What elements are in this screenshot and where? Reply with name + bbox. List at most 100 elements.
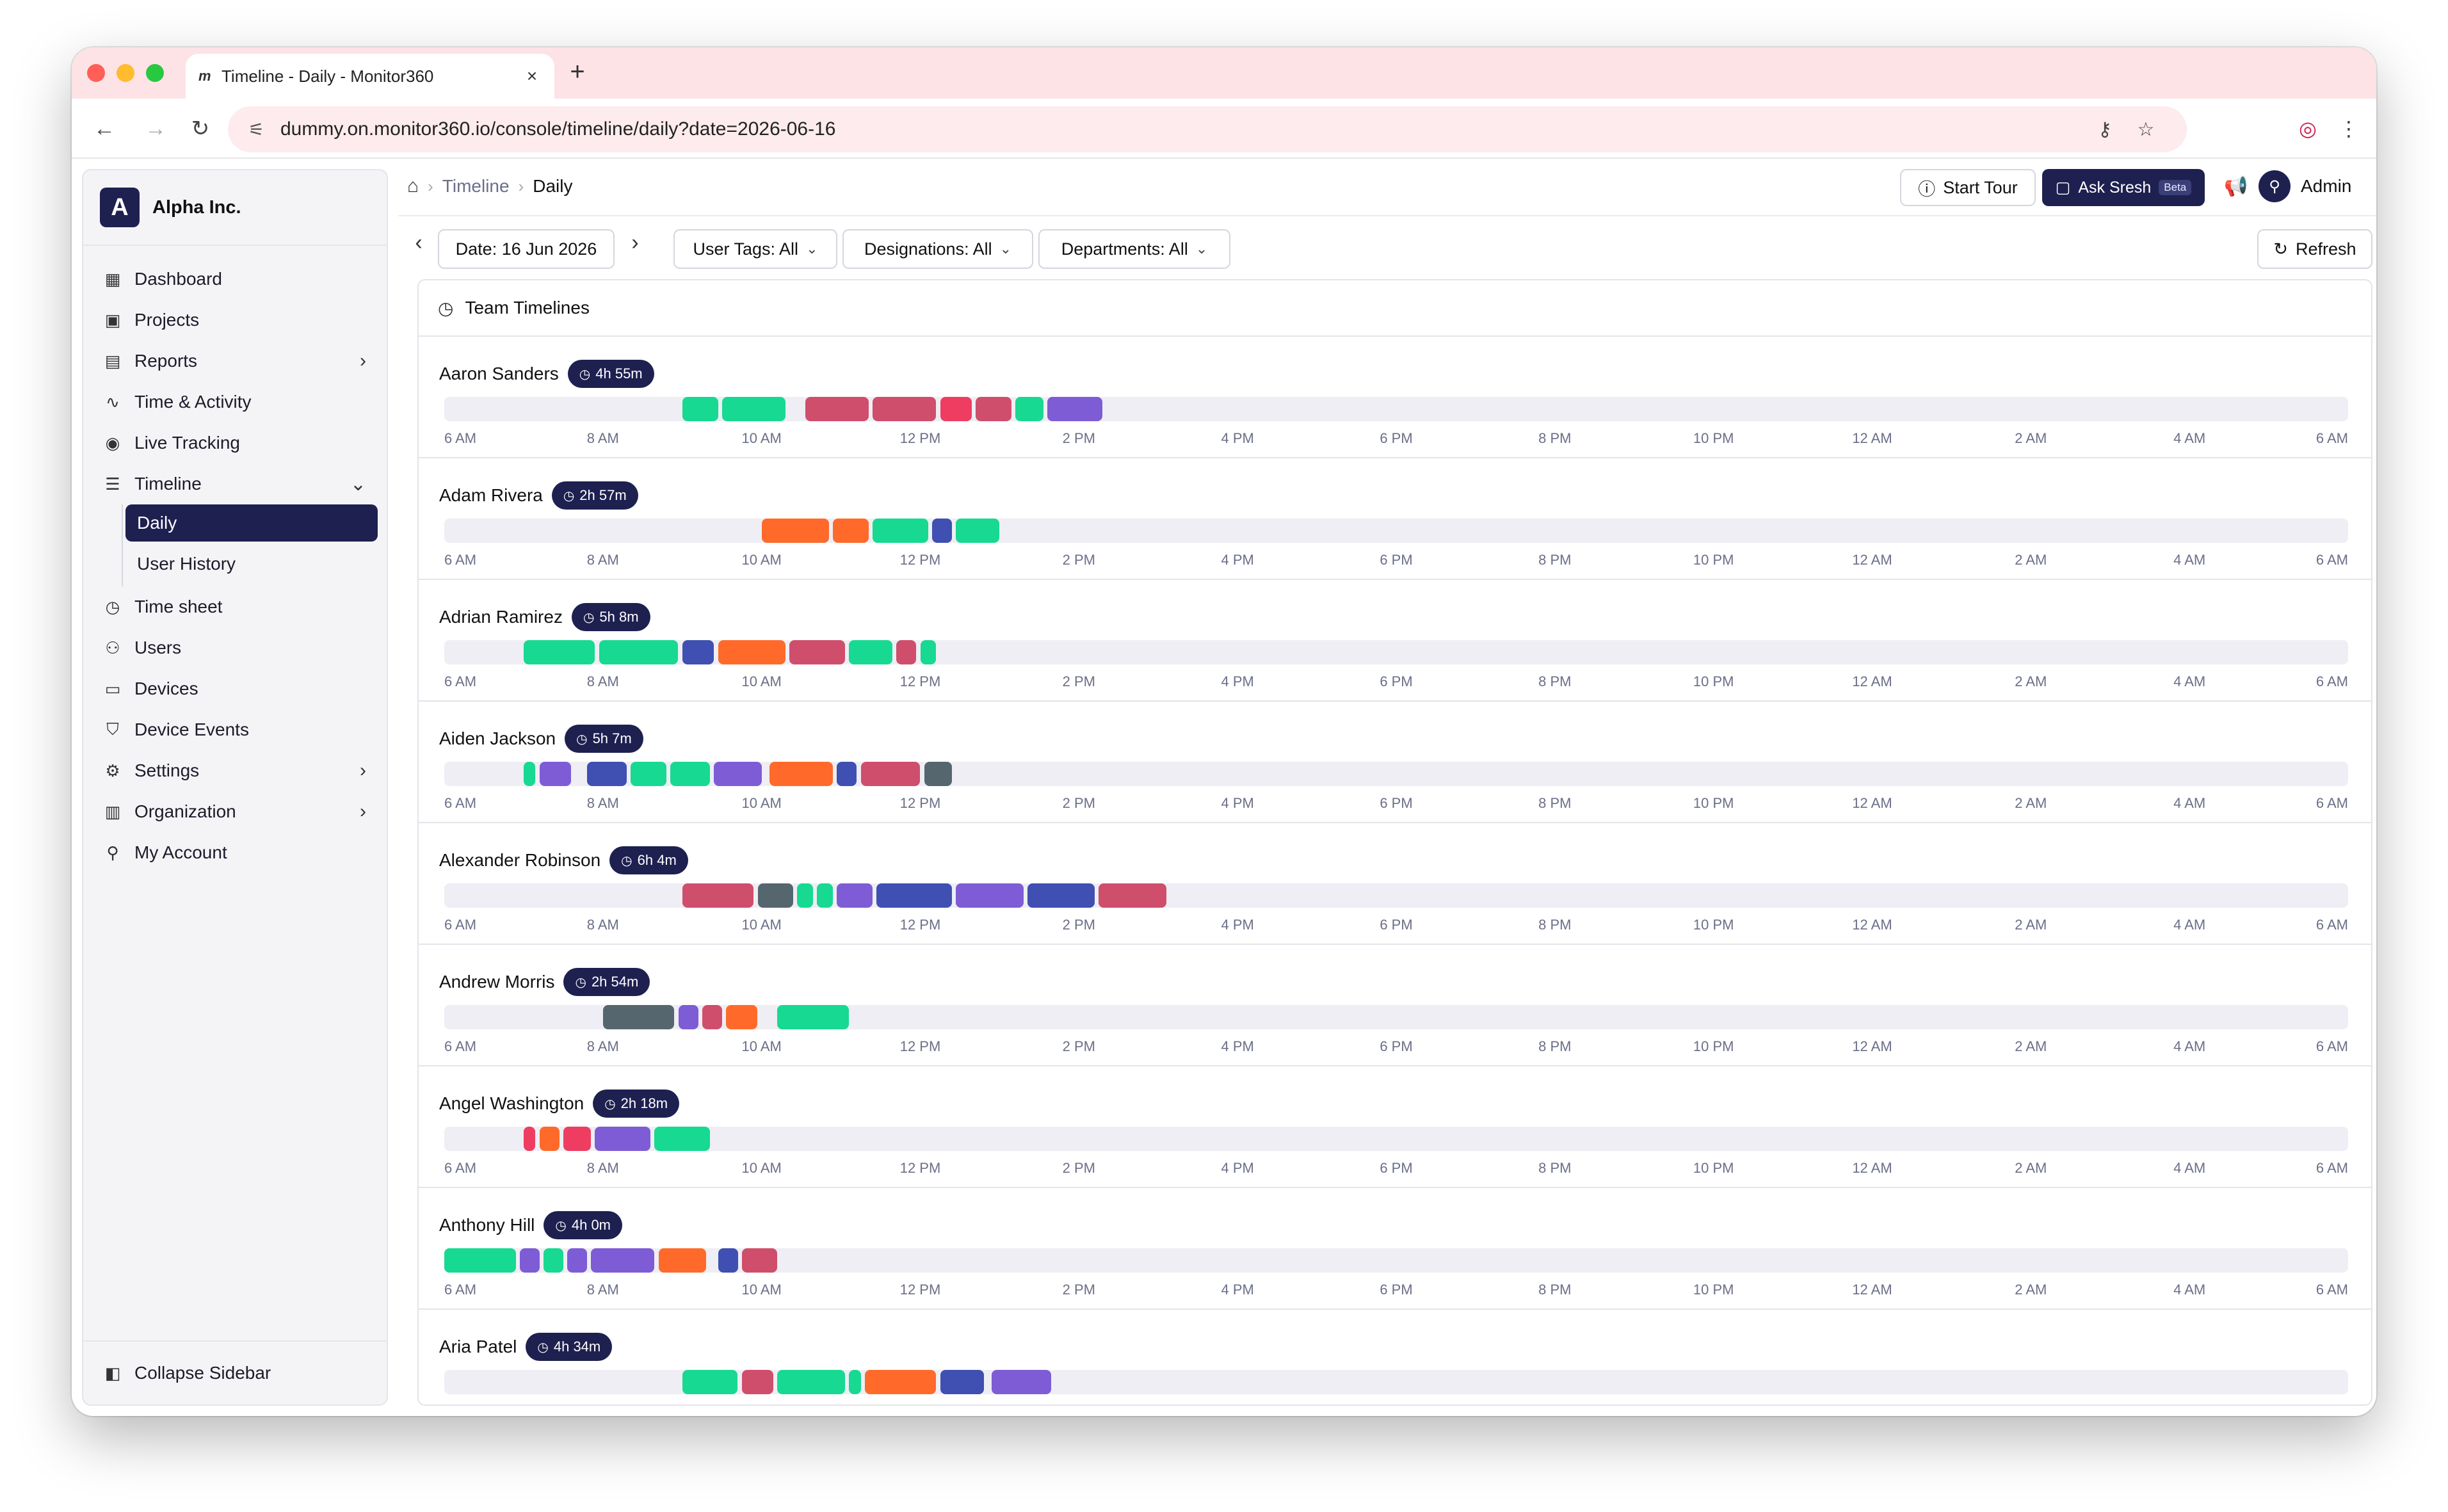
activity-segment[interactable] <box>523 640 595 664</box>
activity-segment[interactable] <box>940 397 972 421</box>
user-name-label[interactable]: Anthony Hill ◷ 4h 0m <box>439 1211 623 1239</box>
activity-segment[interactable] <box>833 519 869 543</box>
activity-segment[interactable] <box>523 762 536 786</box>
user-name-label[interactable]: Aria Patel ◷ 4h 34m <box>439 1333 613 1361</box>
activity-segment[interactable] <box>1027 883 1095 908</box>
refresh-button[interactable]: ↻ Refresh <box>2257 229 2372 269</box>
activity-segment[interactable] <box>873 397 937 421</box>
sidebar-item-organization[interactable]: ▥ Organization › <box>92 791 378 832</box>
collapse-sidebar-button[interactable]: ◧ Collapse Sidebar <box>83 1340 387 1404</box>
activity-segment[interactable] <box>741 1370 774 1394</box>
activity-segment[interactable] <box>896 640 917 664</box>
activity-segment[interactable] <box>539 762 572 786</box>
activity-segment[interactable] <box>563 1127 592 1151</box>
activity-segment[interactable] <box>920 640 937 664</box>
maximize-window-button[interactable] <box>146 64 164 82</box>
activity-segment[interactable] <box>523 1127 536 1151</box>
activity-segment[interactable] <box>761 519 829 543</box>
activity-segment[interactable] <box>631 762 666 786</box>
date-picker-button[interactable]: Date: 16 Jun 2026 <box>438 229 615 269</box>
activity-segment[interactable] <box>777 1370 845 1394</box>
sidebar-item-projects[interactable]: ▣ Projects <box>92 300 378 341</box>
activity-segment[interactable] <box>876 883 952 908</box>
activity-segment[interactable] <box>924 762 953 786</box>
previous-date-icon[interactable]: ‹ <box>415 230 423 255</box>
activity-segment[interactable] <box>599 640 679 664</box>
user-name-label[interactable]: Andrew Morris ◷ 2h 54m <box>439 968 650 996</box>
user-name-label[interactable]: Angel Washington ◷ 2h 18m <box>439 1090 680 1118</box>
activity-segment[interactable] <box>714 762 762 786</box>
sidebar-item-devices[interactable]: ▭ Devices <box>92 668 378 709</box>
activity-segment[interactable] <box>718 1248 738 1273</box>
user-menu[interactable]: ⚲ Admin <box>2259 170 2351 202</box>
browser-menu-icon[interactable]: ⋮ <box>2339 117 2359 140</box>
sidebar-item-device-events[interactable]: ⛉ Device Events <box>92 709 378 750</box>
activity-segment[interactable] <box>992 1370 1051 1394</box>
activity-segment[interactable] <box>817 883 833 908</box>
activity-segment[interactable] <box>976 397 1011 421</box>
activity-segment[interactable] <box>725 1005 758 1029</box>
ask-sresh-button[interactable]: ▢ Ask Sresh Beta <box>2042 169 2205 206</box>
user-name-label[interactable]: Alexander Robinson ◷ 6h 4m <box>439 846 688 874</box>
user-name-label[interactable]: Adrian Ramirez ◷ 5h 8m <box>439 603 650 631</box>
activity-segment[interactable] <box>1047 397 1103 421</box>
user-name-label[interactable]: Adam Rivera ◷ 2h 57m <box>439 481 638 510</box>
activity-segment[interactable] <box>956 883 1024 908</box>
sidebar-item-user-history[interactable]: User History <box>125 545 378 583</box>
forward-icon[interactable]: → <box>145 117 166 141</box>
activity-segment[interactable] <box>682 1370 738 1394</box>
activity-segment[interactable] <box>1015 397 1043 421</box>
close-window-button[interactable] <box>87 64 105 82</box>
activity-segment[interactable] <box>658 1248 706 1273</box>
activity-segment[interactable] <box>932 519 953 543</box>
activity-segment[interactable] <box>849 640 893 664</box>
sidebar-item-my-account[interactable]: ⚲ My Account <box>92 832 378 873</box>
activity-segment[interactable] <box>864 1370 937 1394</box>
activity-segment[interactable] <box>1099 883 1166 908</box>
back-icon[interactable]: ← <box>93 117 115 141</box>
org-switcher[interactable]: A Alpha Inc. <box>83 170 387 246</box>
user-name-label[interactable]: Aiden Jackson ◷ 5h 7m <box>439 725 643 753</box>
sidebar-item-timeline[interactable]: ☰ Timeline ⌄ <box>92 463 378 504</box>
user-tags-select[interactable]: User Tags: All ⌄ <box>673 229 837 269</box>
designations-select[interactable]: Designations: All ⌄ <box>842 229 1033 269</box>
breadcrumb-timeline[interactable]: Timeline <box>442 176 510 196</box>
activity-segment[interactable] <box>956 519 1000 543</box>
sidebar-item-live-tracking[interactable]: ◉ Live Tracking <box>92 422 378 463</box>
activity-segment[interactable] <box>757 883 794 908</box>
activity-segment[interactable] <box>805 397 869 421</box>
reload-icon[interactable]: ↻ <box>191 117 210 141</box>
minimize-window-button[interactable] <box>117 64 134 82</box>
profile-icon[interactable]: ◎ <box>2299 117 2317 140</box>
activity-segment[interactable] <box>702 1005 722 1029</box>
activity-segment[interactable] <box>654 1127 711 1151</box>
browser-tab[interactable]: m Timeline - Daily - Monitor360 × <box>186 54 554 99</box>
home-icon[interactable]: ⌂ <box>407 175 419 197</box>
password-key-icon[interactable]: ⚷ <box>2098 118 2112 140</box>
sidebar-item-time-sheet[interactable]: ◷ Time sheet <box>92 586 378 627</box>
departments-select[interactable]: Departments: All ⌄ <box>1038 229 1230 269</box>
sidebar-item-reports[interactable]: ▤ Reports › <box>92 341 378 382</box>
activity-segment[interactable] <box>769 762 833 786</box>
activity-segment[interactable] <box>587 762 627 786</box>
activity-segment[interactable] <box>718 640 785 664</box>
activity-segment[interactable] <box>797 883 814 908</box>
activity-segment[interactable] <box>789 640 845 664</box>
activity-segment[interactable] <box>837 762 857 786</box>
activity-segment[interactable] <box>777 1005 849 1029</box>
activity-segment[interactable] <box>721 397 785 421</box>
sidebar-item-users[interactable]: ⚇ Users <box>92 627 378 668</box>
activity-segment[interactable] <box>678 1005 698 1029</box>
sidebar-item-time-activity[interactable]: ∿ Time & Activity <box>92 382 378 422</box>
new-tab-icon[interactable]: + <box>570 58 585 86</box>
activity-segment[interactable] <box>682 640 714 664</box>
activity-segment[interactable] <box>873 519 928 543</box>
activity-segment[interactable] <box>837 883 873 908</box>
activity-segment[interactable] <box>682 883 754 908</box>
sidebar-item-daily[interactable]: Daily <box>125 504 378 542</box>
start-tour-button[interactable]: ⓘ Start Tour <box>1900 169 2036 206</box>
activity-segment[interactable] <box>595 1127 651 1151</box>
sidebar-item-settings[interactable]: ⚙ Settings › <box>92 750 378 791</box>
activity-segment[interactable] <box>741 1248 778 1273</box>
user-name-label[interactable]: Aaron Sanders ◷ 4h 55m <box>439 360 654 388</box>
